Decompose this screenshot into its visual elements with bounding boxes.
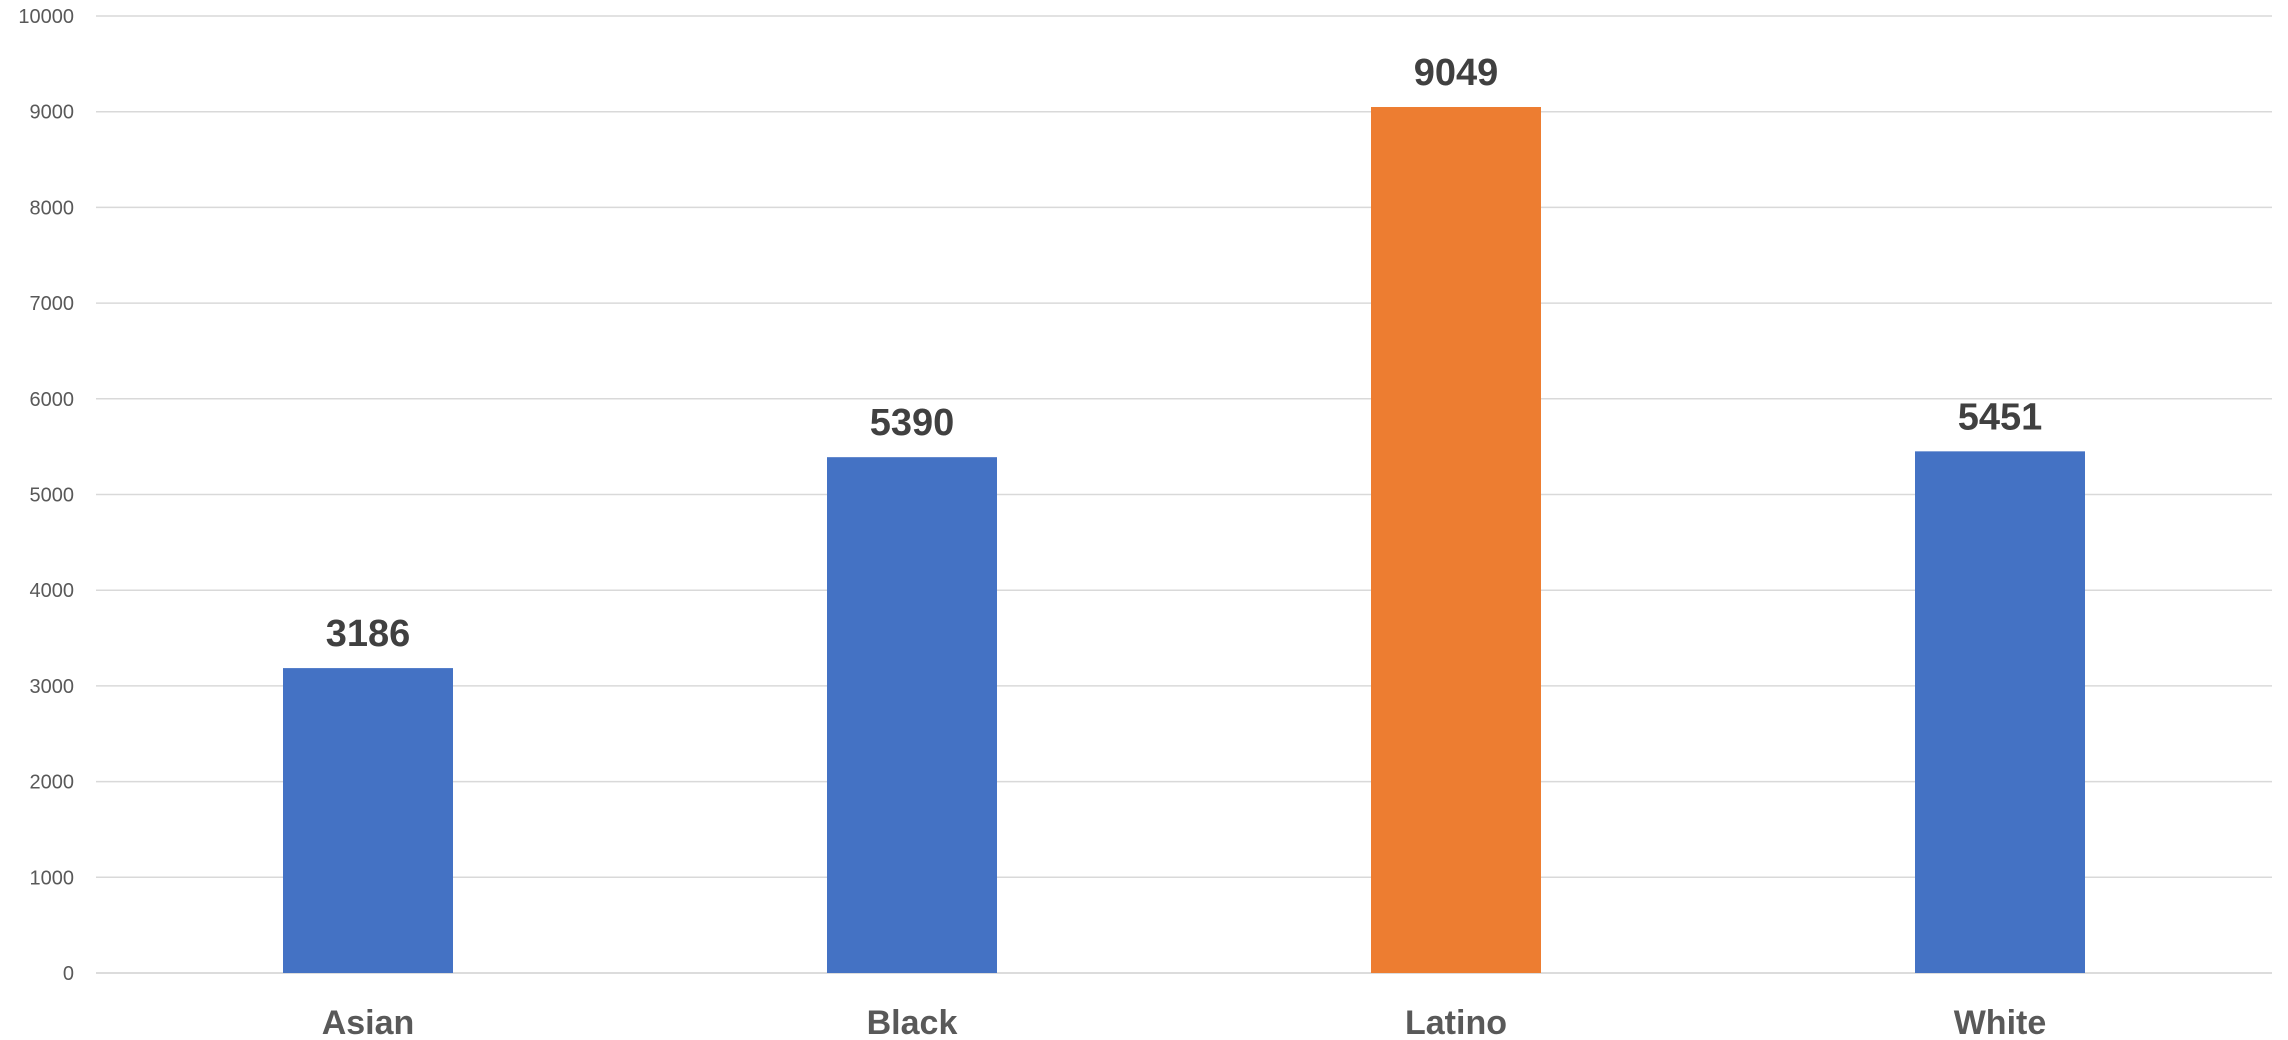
bars	[283, 107, 2085, 974]
y-tick-label: 7000	[30, 293, 75, 315]
y-tick-label: 10000	[18, 6, 74, 28]
bar-asian	[283, 668, 453, 973]
data-label: 5390	[870, 402, 955, 444]
y-tick-label: 0	[63, 963, 74, 985]
x-tick-label: Latino	[1405, 1004, 1507, 1040]
bar-latino	[1371, 107, 1541, 974]
y-tick-label: 6000	[30, 389, 75, 411]
bar-black	[827, 457, 997, 973]
data-label: 5451	[1958, 396, 2043, 438]
bar-white	[1915, 451, 2085, 973]
gridlines	[96, 15, 2272, 974]
y-tick-label: 9000	[30, 102, 75, 124]
x-tick-label: Asian	[322, 1004, 415, 1040]
x-tick-label: Black	[867, 1004, 958, 1040]
data-label: 9049	[1414, 52, 1499, 94]
x-tick-label: White	[1954, 1004, 2047, 1040]
data-labels: 3186 5390 9049 5451	[326, 52, 2043, 655]
y-axis-ticks: 0 1000 2000 3000 4000 5000 6000 7000 8000 9000 100…	[18, 6, 74, 985]
x-axis-ticks: Asian Black Latino White	[322, 1004, 2047, 1040]
y-tick-label: 4000	[30, 580, 75, 602]
data-label: 3186	[326, 613, 411, 655]
y-tick-label: 8000	[30, 197, 75, 219]
y-tick-label: 2000	[30, 772, 75, 794]
y-tick-label: 1000	[30, 867, 75, 889]
y-tick-label: 5000	[30, 485, 75, 507]
y-tick-label: 3000	[30, 676, 75, 698]
